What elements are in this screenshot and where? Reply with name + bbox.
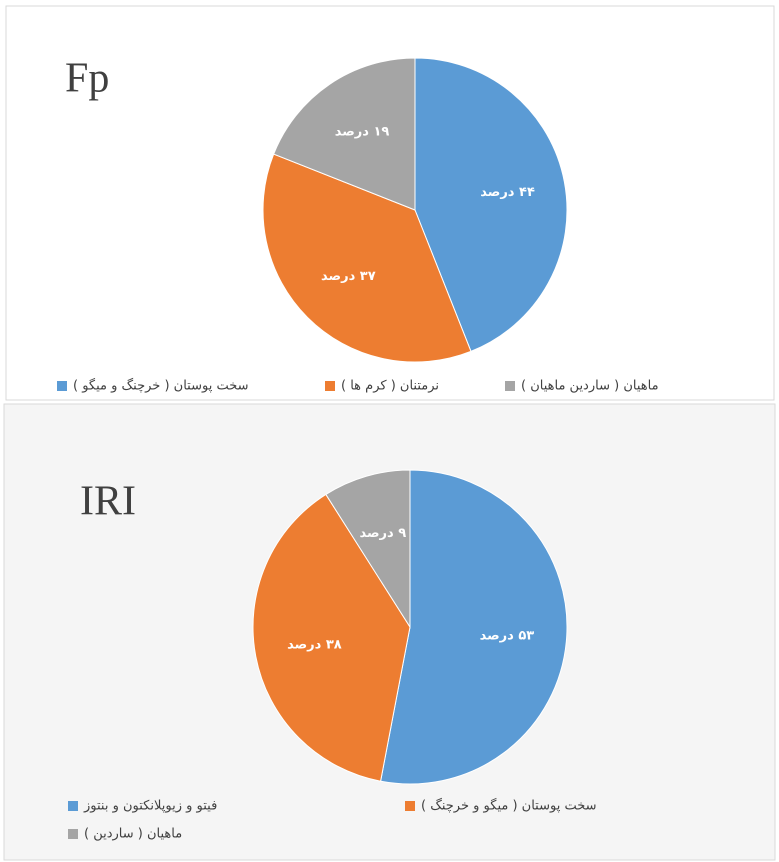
legend-label: ماهیان ( ساردین ماهیان )	[521, 379, 659, 394]
chart-title: IRI	[80, 479, 136, 525]
data-label: ۳۸ درصد	[287, 638, 342, 653]
legend-marker	[57, 381, 67, 391]
data-label: ۱۹ درصد	[335, 125, 390, 140]
data-label: ۵۳ درصد	[480, 629, 535, 644]
chart-title: Fp	[65, 56, 109, 102]
pie-slice	[379, 469, 568, 785]
legend-marker	[405, 801, 415, 811]
data-label: ۳۷ درصد	[321, 269, 376, 284]
data-label: ۴۴ درصد	[480, 185, 535, 200]
legend-marker	[325, 381, 335, 391]
legend-label: فیتو و زیوپلانکتون و بنتوز	[83, 799, 217, 814]
pie-slice	[252, 493, 411, 782]
legend-label: ماهیان ( ساردین )	[84, 827, 182, 842]
legend-marker	[505, 381, 515, 391]
pie-slice	[325, 469, 411, 629]
legend-label: نرمتنان ( کرم ها )	[341, 379, 439, 394]
pie-slice	[262, 153, 472, 363]
pie-slice	[414, 57, 568, 352]
legend-label: سخت پوستان ( میگو و خرچنگ )	[421, 798, 597, 814]
data-label: ۹ درصد	[359, 526, 406, 541]
legend-label: سخت پوستان ( خرچنگ و میگو )	[73, 378, 249, 394]
legend-marker	[68, 829, 78, 839]
legend-marker	[68, 801, 78, 811]
pie-slice	[273, 57, 416, 211]
